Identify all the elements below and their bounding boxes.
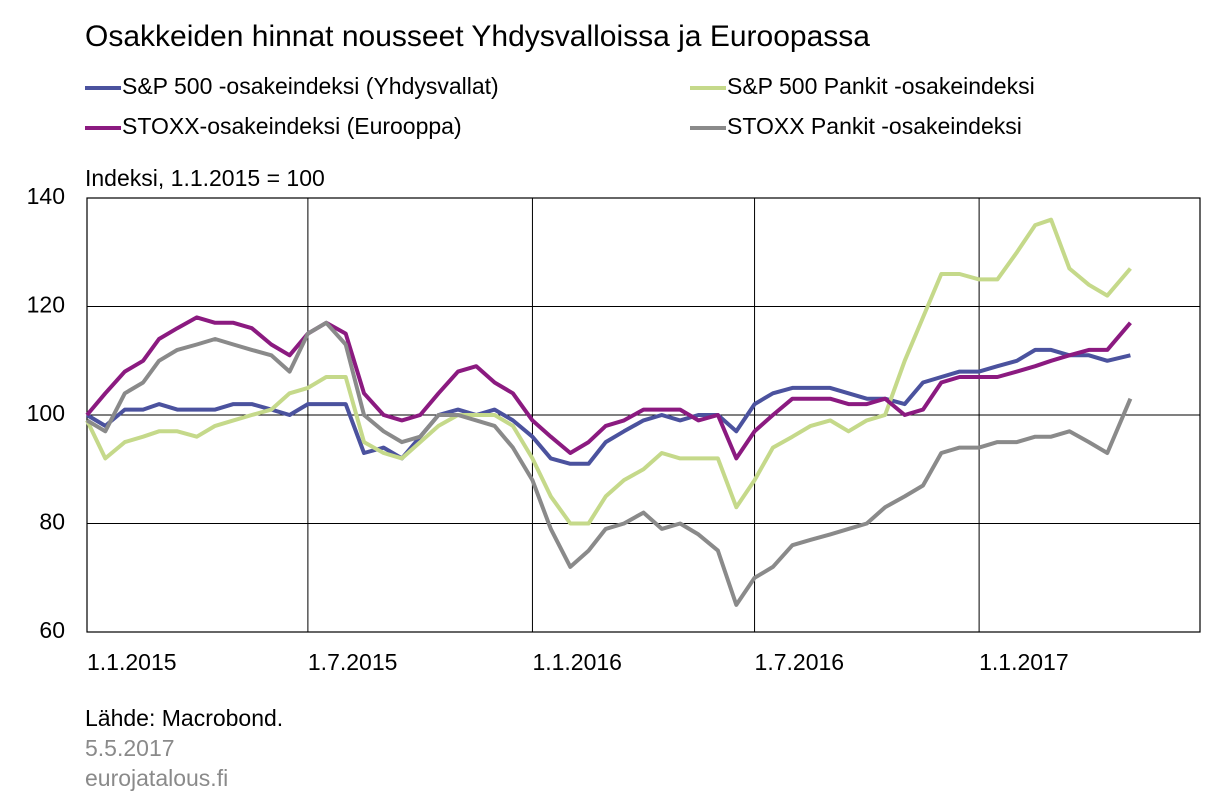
legend-label: S&P 500 Pankit -osakeindeksi xyxy=(727,73,1035,99)
y-axis-label: Indeksi, 1.1.2015 = 100 xyxy=(85,165,325,191)
chart-title: Osakkeiden hinnat nousseet Yhdysvalloiss… xyxy=(85,20,870,53)
legend-label: STOXX Pankit -osakeindeksi xyxy=(727,113,1022,139)
site: eurojatalous.fi xyxy=(85,765,228,791)
series-line xyxy=(85,320,1133,607)
source: Lähde: Macrobond. xyxy=(85,705,283,731)
legend-label: S&P 500 -osakeindeksi (Yhdysvallat) xyxy=(122,73,499,99)
legend-label: STOXX-osakeindeksi (Eurooppa) xyxy=(122,113,462,139)
series-line xyxy=(85,347,1131,466)
x-tick-label: 1.7.2016 xyxy=(755,649,845,675)
y-tick-label: 100 xyxy=(27,400,65,426)
x-tick-label: 1.1.2015 xyxy=(87,649,177,675)
y-tick-label: 60 xyxy=(39,617,65,643)
y-tick-label: 80 xyxy=(39,509,65,535)
y-tick-label: 120 xyxy=(27,292,65,318)
x-tick-label: 1.1.2016 xyxy=(532,649,622,675)
series-line xyxy=(85,217,1132,526)
series-line xyxy=(85,315,1132,461)
x-tick-label: 1.7.2015 xyxy=(308,649,398,675)
x-tick-label: 1.1.2017 xyxy=(979,649,1069,675)
y-tick-label: 140 xyxy=(27,183,65,209)
date: 5.5.2017 xyxy=(85,735,175,761)
